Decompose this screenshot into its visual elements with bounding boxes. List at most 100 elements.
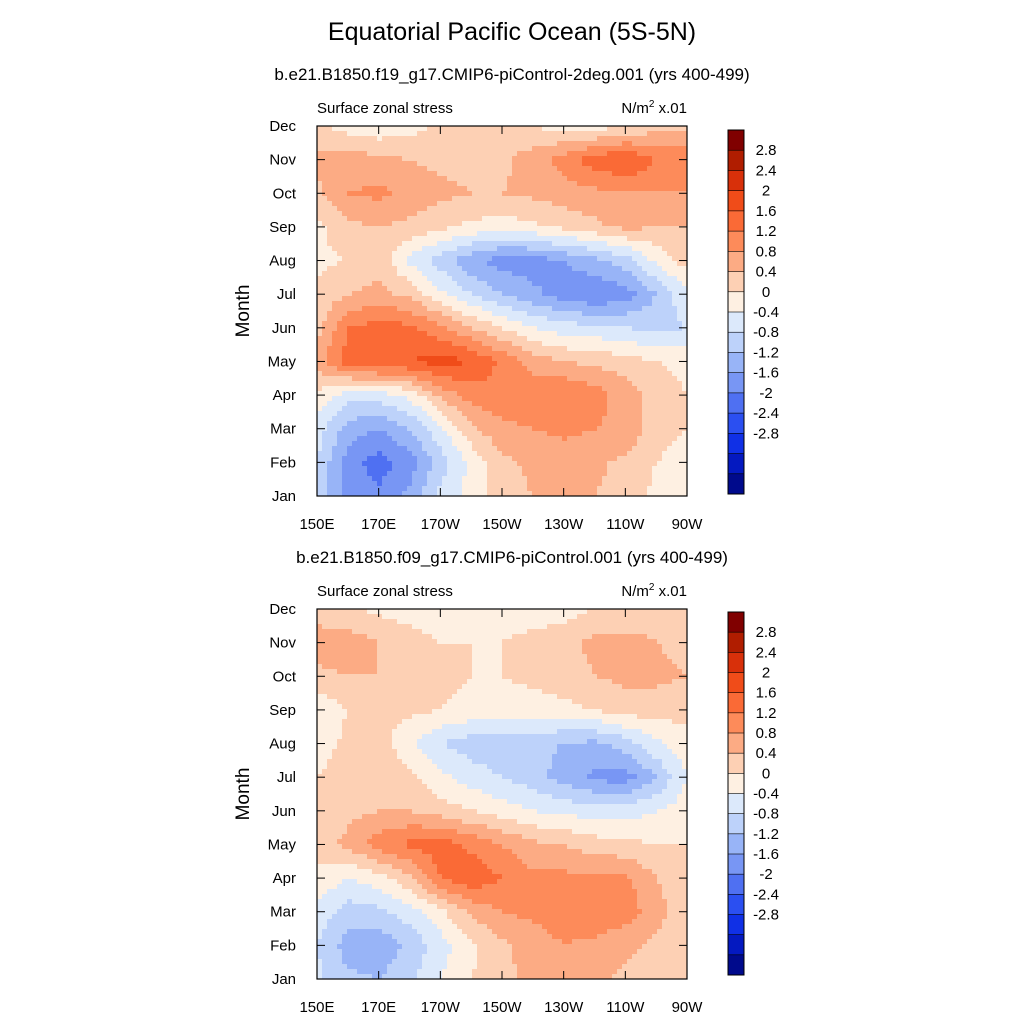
contour-cell [327,131,333,137]
contour-cell [387,291,393,297]
contour-cell [397,396,403,402]
contour-cell [542,326,548,332]
contour-cell [642,131,648,137]
contour-cell [462,256,468,262]
contour-cell [497,336,503,342]
contour-cell [412,346,418,352]
contour-cell [537,426,543,432]
contour-cell [657,326,663,332]
contour-cell [352,191,358,197]
contour-cell [462,361,468,367]
contour-cell [392,201,398,207]
contour-cell [457,291,463,297]
contour-cell [367,271,373,277]
contour-cell [447,151,453,157]
contour-cell [407,246,413,252]
contour-cell [417,126,423,132]
contour-cell [417,191,423,197]
contour-cell [452,216,458,222]
contour-cell [317,211,323,217]
contour-cell [492,191,498,197]
contour-cell [647,416,653,422]
contour-cell [627,186,633,192]
contour-cell [577,196,583,202]
contour-cell [412,391,418,397]
contour-cell [532,406,538,412]
contour-cell [322,276,328,282]
contour-cell [657,136,663,142]
contour-cell [417,181,423,187]
contour-cell [397,301,403,307]
contour-cell [432,241,438,247]
contour-cell [367,166,373,172]
contour-cell [657,216,663,222]
contour-cell [627,356,633,362]
contour-cell [632,321,638,327]
contour-cell [377,311,383,317]
contour-cell [352,361,358,367]
contour-cell [347,261,353,267]
contour-cell [457,351,463,357]
contour-cell [412,396,418,402]
contour-cell [657,311,663,317]
contour-cell [497,446,503,452]
contour-cell [542,446,548,452]
contour-cell [642,301,648,307]
contour-cell [667,191,673,197]
contour-cell [387,456,393,462]
contour-cell [572,321,578,327]
contour-cell [512,241,518,247]
contour-cell [657,296,663,302]
contour-cell [647,126,653,132]
contour-cell [637,276,643,282]
contour-cell [462,311,468,317]
contour-cell [572,396,578,402]
contour-cell [612,356,618,362]
contour-cell [452,211,458,217]
contour-cell [517,136,523,142]
contour-cell [537,326,543,332]
contour-cell [587,336,593,342]
contour-cell [482,401,488,407]
contour-cell [327,396,333,402]
contour-cell [432,426,438,432]
contour-cell [667,306,673,312]
contour-cell [457,196,463,202]
contour-cell [487,136,493,142]
contour-cell [367,286,373,292]
contour-cell [417,286,423,292]
contour-cell [532,421,538,427]
contour-cell [467,321,473,327]
contour-cell [682,316,688,322]
contour-cell [677,156,683,162]
contour-cell [367,161,373,167]
contour-cell [657,131,663,137]
contour-cell [602,301,608,307]
contour-cell [487,336,493,342]
contour-cell [587,236,593,242]
contour-cell [462,356,468,362]
contour-cell [517,211,523,217]
contour-cell [342,361,348,367]
contour-cell [457,286,463,292]
contour-cell [432,411,438,417]
contour-cell [452,336,458,342]
contour-cell [562,341,568,347]
contour-cell [472,166,478,172]
contour-cell [387,251,393,257]
contour-cell [522,146,528,152]
contour-cell [497,406,503,412]
contour-cell [372,251,378,257]
contour-cell [647,346,653,352]
contour-cell [447,441,453,447]
contour-cell [487,221,493,227]
contour-cell [427,401,433,407]
contour-cell [592,166,598,172]
contour-cell [317,391,323,397]
contour-cell [512,411,518,417]
contour-cell [547,286,553,292]
contour-cell [627,176,633,182]
contour-cell [452,241,458,247]
contour-cell [402,386,408,392]
contour-cell [432,456,438,462]
